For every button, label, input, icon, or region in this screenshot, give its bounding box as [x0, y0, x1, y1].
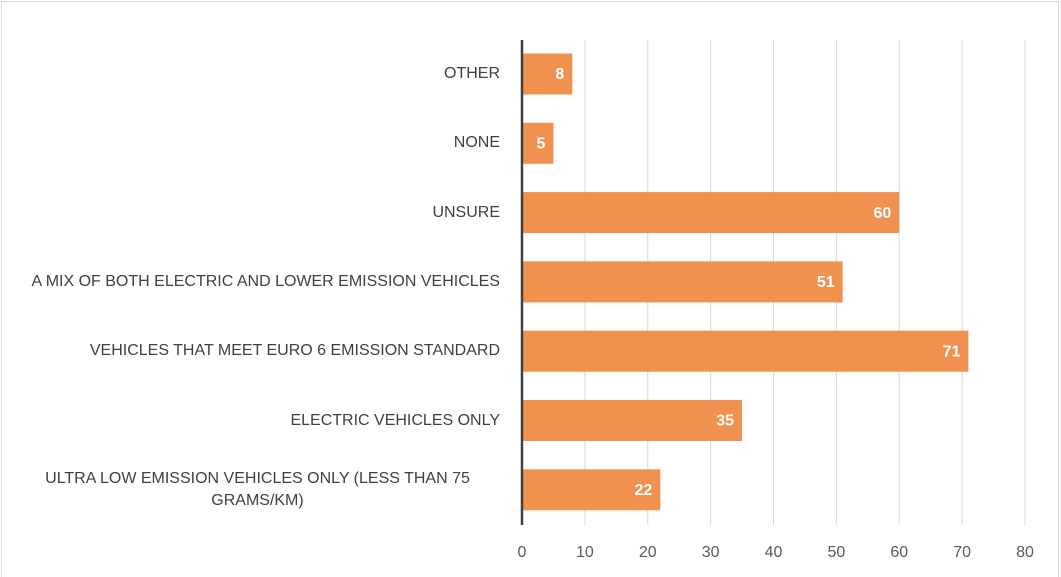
category-label-box: ULTRA LOW EMISSION VEHICLES ONLY (LESS T… [0, 468, 500, 512]
bar [522, 261, 843, 303]
bar [522, 192, 900, 234]
category-label-box: ELECTRIC VEHICLES ONLY [0, 410, 500, 432]
x-tick-label: 30 [702, 544, 720, 561]
category-label-box: VEHICLES THAT MEET EURO 6 EMISSION STAND… [0, 340, 500, 362]
data-label: 60 [873, 205, 891, 222]
category-label-box: UNSURE [0, 202, 500, 224]
category-label-box: A MIX OF BOTH ELECTRIC AND LOWER EMISSIO… [0, 271, 500, 293]
category-label: VEHICLES THAT MEET EURO 6 EMISSION STAND… [89, 342, 500, 360]
data-label: 8 [555, 66, 564, 83]
category-label: UNSURE [432, 203, 500, 221]
data-label: 71 [943, 343, 961, 360]
category-label-box: NONE [0, 132, 500, 154]
bar [522, 469, 661, 511]
x-tick-label: 50 [827, 544, 845, 561]
category-label: ULTRA LOW EMISSION VEHICLES ONLY (LESS T… [45, 469, 470, 509]
x-tick-label: 0 [518, 544, 527, 561]
x-tick-label: 40 [765, 544, 783, 561]
x-tick-label: 70 [953, 544, 971, 561]
category-label-box: OTHER [0, 63, 500, 85]
category-label: OTHER [444, 65, 500, 82]
x-tick-label: 60 [890, 544, 908, 561]
data-label: 35 [716, 413, 734, 430]
category-label: A MIX OF BOTH ELECTRIC AND LOWER EMISSIO… [31, 272, 500, 290]
bar [522, 53, 573, 95]
data-label: 22 [635, 482, 653, 499]
x-tick-label: 10 [576, 544, 594, 561]
bar [522, 122, 554, 164]
category-label: ELECTRIC VEHICLES ONLY [290, 411, 500, 429]
bar [522, 400, 743, 441]
data-label: 5 [537, 136, 546, 153]
category-label: NONE [453, 134, 500, 152]
x-tick-label: 80 [1016, 544, 1034, 561]
data-label: 51 [817, 274, 835, 291]
x-tick-label: 20 [639, 544, 657, 561]
bar [522, 330, 969, 372]
